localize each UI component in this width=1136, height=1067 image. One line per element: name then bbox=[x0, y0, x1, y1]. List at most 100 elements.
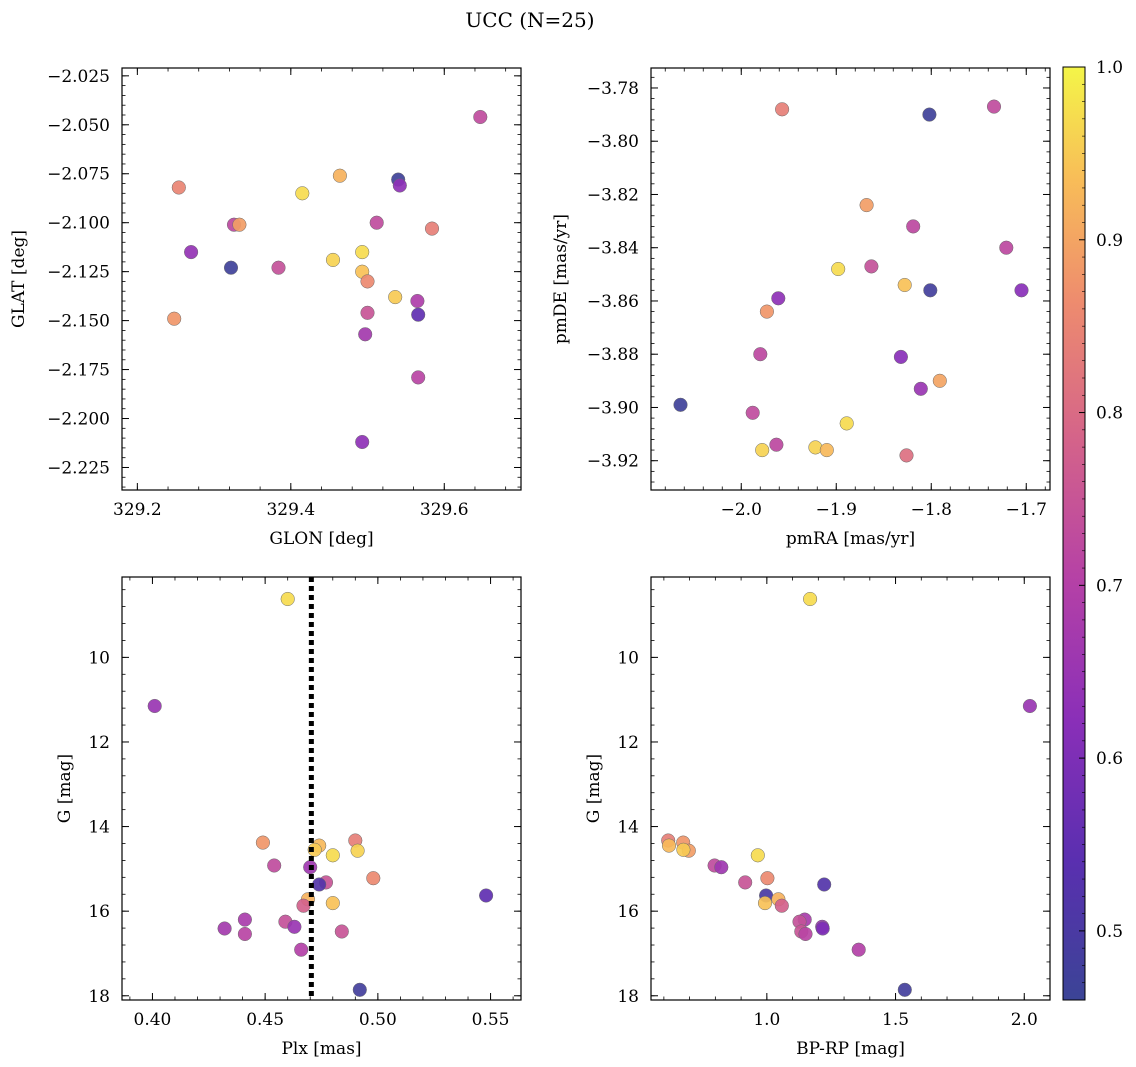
proper-motion-y-tick-label: −3.80 bbox=[587, 132, 639, 152]
proper-motion-x-tick-label: −1.9 bbox=[816, 500, 857, 520]
galactic-y-tick-label: −2.050 bbox=[47, 116, 110, 136]
proper-motion-x-axis-label: pmRA [mas/yr] bbox=[786, 529, 915, 549]
proper-motion-point bbox=[986, 99, 1002, 114]
cmd-point bbox=[738, 875, 753, 890]
proper-motion-point bbox=[864, 259, 879, 274]
figure-title: UCC (N=25) bbox=[465, 8, 594, 32]
galactic-x-axis-label: GLON [deg] bbox=[269, 529, 373, 549]
proper-motion-y-tick-label: −3.86 bbox=[587, 292, 639, 312]
proper-motion-x-tick-label: −1.7 bbox=[1006, 500, 1047, 520]
galactic-y-tick-label: −2.025 bbox=[47, 67, 110, 87]
proper-motion-y-tick-label: −3.82 bbox=[587, 185, 639, 205]
cmd-point bbox=[817, 877, 832, 892]
cmd-axes-frame bbox=[650, 576, 1051, 1001]
galactic-y-tick-label: −2.225 bbox=[47, 458, 110, 478]
colorbar-tick-label: 0.9 bbox=[1096, 231, 1123, 251]
cmd-point bbox=[897, 982, 912, 997]
parallax-point bbox=[217, 921, 232, 936]
galactic-x-tick-label: 329.6 bbox=[420, 500, 469, 520]
cmd-y-tick-label: 14 bbox=[617, 818, 639, 838]
proper-motion-point bbox=[759, 304, 774, 319]
galactic-point bbox=[388, 290, 403, 305]
parallax-point bbox=[366, 871, 381, 886]
galactic-point bbox=[184, 245, 199, 260]
parallax-point bbox=[479, 888, 494, 903]
proper-motion-x-tick-label: −2.0 bbox=[721, 500, 762, 520]
proper-motion-point bbox=[899, 448, 914, 463]
proper-motion-panel: −2.0 −1.9 −1.8 −1.7 −3.78 −3.80 −3.82 −3.84 −3.8… bbox=[551, 67, 1051, 549]
parallax-point bbox=[334, 924, 349, 939]
galactic-y-tick-label: −2.100 bbox=[47, 214, 110, 234]
colorbar-tick-label: 1.0 bbox=[1096, 58, 1123, 78]
proper-motion-x-tick-label: −1.8 bbox=[911, 500, 952, 520]
colorbar-tick-label: 0.6 bbox=[1096, 749, 1123, 769]
cmd-y-axis-label: G [mag] bbox=[584, 754, 604, 823]
parallax-x-tick-label: 0.50 bbox=[359, 1010, 397, 1030]
galactic-point bbox=[369, 215, 384, 230]
galactic-point bbox=[271, 260, 286, 275]
parallax-x-axis-label: Plx [mas] bbox=[281, 1039, 361, 1059]
galactic-point bbox=[171, 180, 186, 195]
parallax-point bbox=[237, 926, 252, 942]
parallax-point bbox=[147, 698, 162, 714]
proper-motion-point bbox=[745, 405, 760, 420]
parallax-y-tick-label: 18 bbox=[88, 987, 110, 1007]
parallax-y-tick-label: 14 bbox=[88, 818, 110, 838]
cmd-point bbox=[760, 871, 775, 886]
parallax-point bbox=[280, 591, 295, 607]
cmd-point bbox=[803, 591, 818, 607]
parallax-point bbox=[294, 942, 309, 957]
parallax-point bbox=[307, 842, 322, 857]
colorbar-tick-label: 0.5 bbox=[1096, 922, 1123, 942]
proper-motion-point bbox=[753, 347, 768, 362]
proper-motion-point bbox=[1014, 283, 1029, 298]
parallax-point bbox=[287, 919, 302, 934]
proper-motion-y-tick-label: −3.88 bbox=[587, 345, 639, 365]
proper-motion-point bbox=[906, 219, 921, 234]
cmd-y-tick-label: 16 bbox=[617, 902, 639, 922]
parallax-x-tick-label: 0.40 bbox=[134, 1010, 172, 1030]
proper-motion-y-axis-label: pmDE [mas/yr] bbox=[551, 214, 571, 344]
galactic-x-tick-label: 329.4 bbox=[266, 500, 315, 520]
galactic-point bbox=[167, 311, 182, 326]
galactic-x-tick-label: 329.2 bbox=[113, 500, 162, 520]
galactic-axes-frame bbox=[121, 67, 522, 491]
cmd-point bbox=[661, 838, 677, 853]
galactic-point bbox=[232, 217, 247, 232]
parallax-axes-frame bbox=[121, 576, 522, 1001]
proper-motion-point bbox=[769, 437, 784, 452]
galactic-point bbox=[355, 245, 370, 260]
cmd-x-tick-label: 1.0 bbox=[753, 1010, 780, 1030]
parallax-point bbox=[350, 843, 365, 858]
proper-motion-point bbox=[771, 291, 786, 306]
proper-motion-point bbox=[999, 240, 1014, 255]
parallax-point bbox=[325, 848, 340, 863]
galactic-y-tick-label: −2.200 bbox=[47, 410, 110, 430]
cmd-x-tick-label: 2.0 bbox=[1011, 1010, 1038, 1030]
galactic-point bbox=[358, 327, 373, 342]
parallax-point bbox=[352, 982, 367, 997]
galactic-point bbox=[360, 274, 375, 289]
proper-motion-y-tick-label: −3.78 bbox=[587, 79, 639, 99]
cmd-y-tick-label: 12 bbox=[617, 733, 639, 753]
proper-motion-point bbox=[673, 397, 688, 412]
galactic-y-tick-label: −2.175 bbox=[47, 361, 110, 381]
galactic-point bbox=[411, 370, 426, 385]
galactic-point bbox=[332, 168, 347, 183]
proper-motion-point bbox=[923, 283, 938, 298]
cmd-point bbox=[851, 942, 866, 957]
proper-motion-y-tick-label: −3.92 bbox=[587, 452, 639, 472]
proper-motion-y-tick-label: −3.90 bbox=[587, 398, 639, 418]
galactic-point bbox=[360, 305, 375, 320]
parallax-y-tick-label: 10 bbox=[88, 648, 110, 668]
proper-motion-point bbox=[913, 381, 928, 396]
cmd-x-axis-label: BP-RP [mag] bbox=[796, 1039, 905, 1059]
proper-motion-point bbox=[839, 416, 854, 431]
parallax-point bbox=[237, 912, 252, 927]
cmd-point bbox=[714, 860, 729, 875]
cmd-point bbox=[750, 848, 765, 863]
galactic-y-tick-label: −2.075 bbox=[47, 165, 110, 185]
proper-motion-point bbox=[932, 373, 947, 388]
cmd-point bbox=[774, 898, 789, 913]
